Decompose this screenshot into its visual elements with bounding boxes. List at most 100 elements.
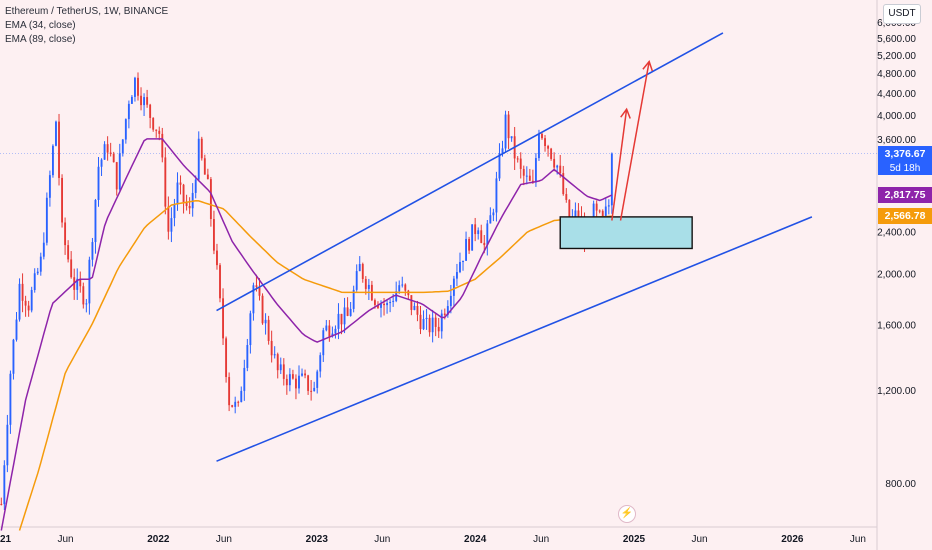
candle <box>61 174 63 228</box>
candle <box>298 365 300 394</box>
candle <box>240 386 243 403</box>
candle <box>498 143 501 182</box>
candle <box>33 268 36 293</box>
upper-trendline[interactable] <box>216 32 724 312</box>
candle <box>319 352 322 378</box>
candle <box>349 301 352 317</box>
candle <box>112 151 115 163</box>
candle <box>538 129 540 161</box>
candle <box>465 231 467 261</box>
lightning-icon[interactable]: ⚡ <box>618 505 636 523</box>
candle <box>12 338 15 380</box>
candle <box>334 325 337 339</box>
candle <box>562 165 565 196</box>
candle <box>55 120 57 147</box>
candle <box>197 131 200 182</box>
lower-trendline[interactable] <box>216 216 813 462</box>
candle <box>219 263 221 303</box>
candle <box>115 161 118 196</box>
y-tick-label: 5,200.00 <box>877 51 916 62</box>
candle <box>188 197 191 215</box>
target-arrow[interactable] <box>619 59 654 221</box>
candle <box>264 313 267 335</box>
candle <box>0 497 3 506</box>
target-arrow[interactable] <box>611 107 631 221</box>
candle <box>425 308 428 330</box>
candle <box>106 136 109 161</box>
candle <box>100 158 103 177</box>
candle <box>155 129 158 138</box>
candle <box>325 319 328 332</box>
candle <box>301 368 303 377</box>
candle <box>282 358 285 386</box>
candle <box>124 118 127 144</box>
candle <box>307 374 310 395</box>
candle <box>36 267 39 276</box>
candle <box>456 263 458 286</box>
candle <box>513 126 516 171</box>
candle <box>182 183 185 214</box>
candle <box>322 327 325 362</box>
bar-countdown: 5d 18h <box>878 161 932 175</box>
candle <box>270 330 273 363</box>
candle <box>434 313 437 337</box>
x-tick-label: Jun <box>216 534 232 545</box>
candle <box>228 372 231 412</box>
candle <box>6 414 9 473</box>
candle <box>413 302 416 311</box>
candle <box>519 152 522 179</box>
y-tick-label: 800.00 <box>885 479 916 490</box>
candle <box>82 282 85 309</box>
candle <box>459 252 461 274</box>
candle <box>39 252 42 276</box>
candle <box>206 168 209 180</box>
candle <box>246 338 249 372</box>
candle <box>9 370 12 434</box>
last-price-tag: 3,376.67 <box>878 145 932 162</box>
candle <box>310 379 313 401</box>
candle <box>477 227 480 240</box>
x-tick-label: 2023 <box>306 534 329 545</box>
candle <box>565 188 568 203</box>
candle <box>610 152 613 214</box>
x-tick-label: 2024 <box>464 534 487 545</box>
candle <box>358 256 361 272</box>
candle <box>595 200 598 219</box>
y-tick-label: 5,600.00 <box>877 34 916 45</box>
x-tick-label: Jun <box>374 534 390 545</box>
candle <box>173 198 176 227</box>
candle <box>130 95 133 104</box>
candle <box>249 310 252 354</box>
candle <box>407 289 410 300</box>
candle <box>146 89 149 108</box>
candle <box>234 396 237 414</box>
candle <box>97 156 100 207</box>
currency-button[interactable]: USDT <box>883 4 921 24</box>
candle <box>398 280 401 294</box>
candle <box>209 177 212 227</box>
y-axis-labels: 800.00 1,200.00 1,600.00 2,000.00 2,400.00 3,… <box>877 18 916 490</box>
candle <box>103 141 106 160</box>
candle <box>510 136 513 142</box>
candle <box>544 135 546 152</box>
support-zone-box[interactable] <box>559 216 693 250</box>
candle <box>419 305 422 335</box>
candle <box>480 224 483 244</box>
candle <box>222 288 224 345</box>
candle <box>212 210 215 255</box>
candle <box>109 142 112 157</box>
candle <box>179 175 182 195</box>
y-tick-label: 1,600.00 <box>877 320 916 331</box>
candle <box>140 87 142 111</box>
candle <box>200 136 203 161</box>
candle <box>474 217 477 242</box>
x-tick-label: 2022 <box>147 534 170 545</box>
legend-ema-slow: EMA (89, close) <box>5 34 76 45</box>
candle <box>45 192 48 246</box>
y-tick-label: 4,400.00 <box>877 89 916 100</box>
candle <box>279 357 282 375</box>
candle <box>522 165 525 186</box>
candle <box>352 285 355 313</box>
candle <box>88 256 91 315</box>
